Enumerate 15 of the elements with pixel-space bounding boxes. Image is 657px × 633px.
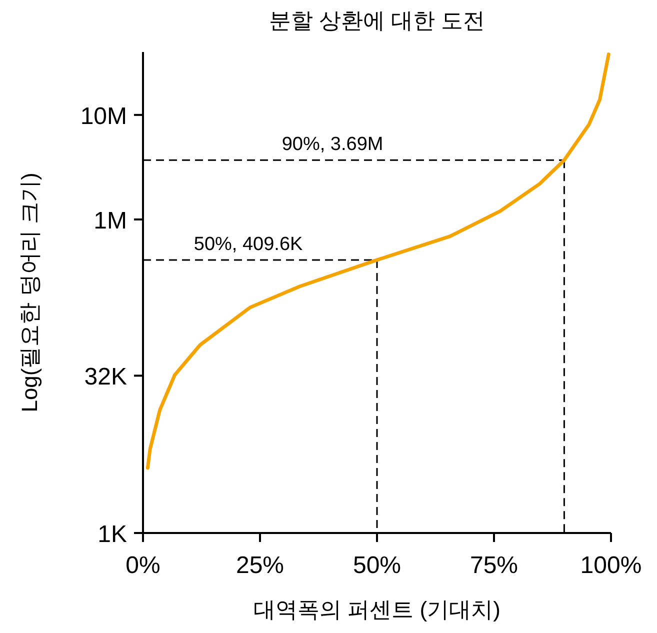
y-tick-label: 10M: [80, 102, 127, 130]
x-axis-title: 대역폭의 퍼센트 (기대치): [254, 597, 500, 622]
y-tick-label: 32K: [84, 364, 127, 391]
chart-title: 분할 상환에 대한 도전: [268, 8, 486, 33]
y-tick-label: 1K: [98, 521, 127, 548]
x-tick-label: 50%: [352, 552, 402, 579]
line-series: [146, 52, 610, 470]
ref-line-label: 90%, 3.69M: [282, 134, 384, 156]
x-tick-label: 75%: [470, 552, 518, 579]
y-axis-title: Log(필요한 덩어리 크기): [17, 172, 42, 412]
x-tick-label: 25%: [236, 552, 284, 579]
ref-line-label: 50%, 409.6K: [194, 234, 304, 255]
x-tick-label: 100%: [580, 552, 642, 579]
y-tick-label: 1M: [94, 207, 127, 234]
x-tick-label: 0%: [126, 552, 160, 579]
